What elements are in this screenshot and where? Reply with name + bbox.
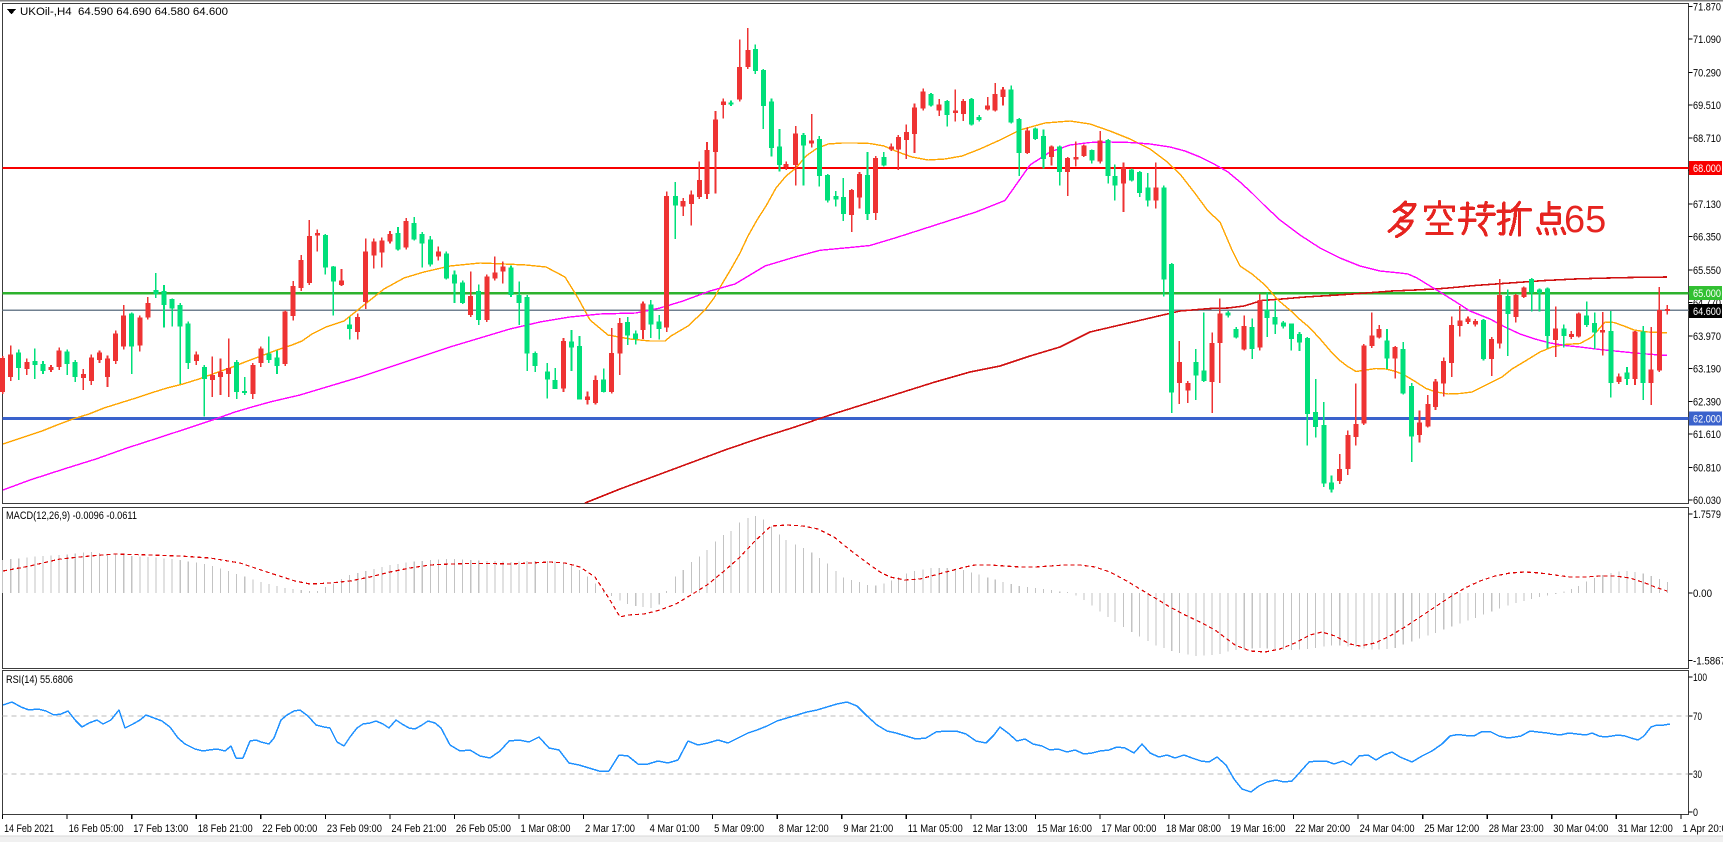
- svg-text:71.870: 71.870: [1693, 2, 1721, 14]
- svg-text:-1.5867: -1.5867: [1693, 656, 1723, 668]
- svg-text:61.610: 61.610: [1693, 429, 1721, 441]
- svg-text:62.390: 62.390: [1693, 397, 1721, 409]
- svg-text:11 Mar 05:00: 11 Mar 05:00: [908, 823, 963, 835]
- svg-text:17 Feb 13:00: 17 Feb 13:00: [133, 823, 188, 835]
- svg-text:60.810: 60.810: [1693, 463, 1721, 475]
- svg-text:63.970: 63.970: [1693, 331, 1721, 343]
- svg-text:31 Mar 12:00: 31 Mar 12:00: [1618, 823, 1673, 835]
- svg-text:65: 65: [1564, 199, 1606, 241]
- svg-text:17 Mar 00:00: 17 Mar 00:00: [1101, 823, 1156, 835]
- svg-text:2 Mar 17:00: 2 Mar 17:00: [585, 823, 635, 835]
- svg-text:1 Apr 20:00: 1 Apr 20:00: [1682, 823, 1723, 835]
- svg-text:22 Feb 00:00: 22 Feb 00:00: [262, 823, 317, 835]
- svg-text:70: 70: [1693, 711, 1702, 723]
- svg-text:UKOil-,H4 64.590 64.690 64.58: UKOil-,H4 64.590 64.690 64.580 64.600: [20, 6, 228, 18]
- svg-text:30 Mar 04:00: 30 Mar 04:00: [1553, 823, 1608, 835]
- svg-text:18 Mar 08:00: 18 Mar 08:00: [1166, 823, 1221, 835]
- svg-text:1.7579: 1.7579: [1693, 509, 1721, 521]
- svg-text:24 Feb 21:00: 24 Feb 21:00: [391, 823, 446, 835]
- svg-text:12 Mar 13:00: 12 Mar 13:00: [972, 823, 1027, 835]
- svg-text:70.290: 70.290: [1693, 67, 1721, 79]
- svg-text:100: 100: [1693, 672, 1707, 684]
- svg-text:22 Mar 20:00: 22 Mar 20:00: [1295, 823, 1350, 835]
- svg-text:67.130: 67.130: [1693, 199, 1721, 211]
- svg-text:71.090: 71.090: [1693, 34, 1721, 46]
- svg-text:1 Mar 08:00: 1 Mar 08:00: [521, 823, 571, 835]
- svg-text:62.000: 62.000: [1693, 414, 1721, 426]
- svg-text:15 Mar 16:00: 15 Mar 16:00: [1037, 823, 1092, 835]
- svg-text:24 Mar 04:00: 24 Mar 04:00: [1360, 823, 1415, 835]
- svg-text:65.550: 65.550: [1693, 265, 1721, 277]
- svg-text:26 Feb 05:00: 26 Feb 05:00: [456, 823, 511, 835]
- svg-text:14 Feb 2021: 14 Feb 2021: [4, 823, 54, 835]
- svg-text:9 Mar 21:00: 9 Mar 21:00: [843, 823, 893, 835]
- svg-text:RSI(14) 55.6806: RSI(14) 55.6806: [6, 674, 73, 686]
- svg-text:8 Mar 12:00: 8 Mar 12:00: [779, 823, 829, 835]
- svg-text:4 Mar 01:00: 4 Mar 01:00: [650, 823, 700, 835]
- svg-text:30: 30: [1693, 769, 1702, 781]
- svg-text:28 Mar 23:00: 28 Mar 23:00: [1489, 823, 1544, 835]
- svg-text:16 Feb 05:00: 16 Feb 05:00: [69, 823, 124, 835]
- svg-text:5 Mar 09:00: 5 Mar 09:00: [714, 823, 764, 835]
- svg-text:68.000: 68.000: [1693, 163, 1721, 175]
- svg-text:19 Mar 16:00: 19 Mar 16:00: [1231, 823, 1286, 835]
- svg-text:63.190: 63.190: [1693, 363, 1721, 375]
- svg-text:0.00: 0.00: [1693, 588, 1712, 600]
- svg-text:25 Mar 12:00: 25 Mar 12:00: [1424, 823, 1479, 835]
- svg-text:69.510: 69.510: [1693, 100, 1721, 112]
- svg-text:MACD(12,26,9) -0.0096 -0.0611: MACD(12,26,9) -0.0096 -0.0611: [6, 510, 137, 522]
- svg-text:66.350: 66.350: [1693, 232, 1721, 244]
- svg-text:68.710: 68.710: [1693, 133, 1721, 145]
- svg-text:64.600: 64.600: [1693, 306, 1721, 318]
- svg-text:65.000: 65.000: [1693, 288, 1721, 300]
- svg-text:23 Feb 09:00: 23 Feb 09:00: [327, 823, 382, 835]
- svg-text:0: 0: [1693, 807, 1698, 819]
- svg-text:18 Feb 21:00: 18 Feb 21:00: [198, 823, 253, 835]
- svg-text:60.030: 60.030: [1693, 495, 1721, 507]
